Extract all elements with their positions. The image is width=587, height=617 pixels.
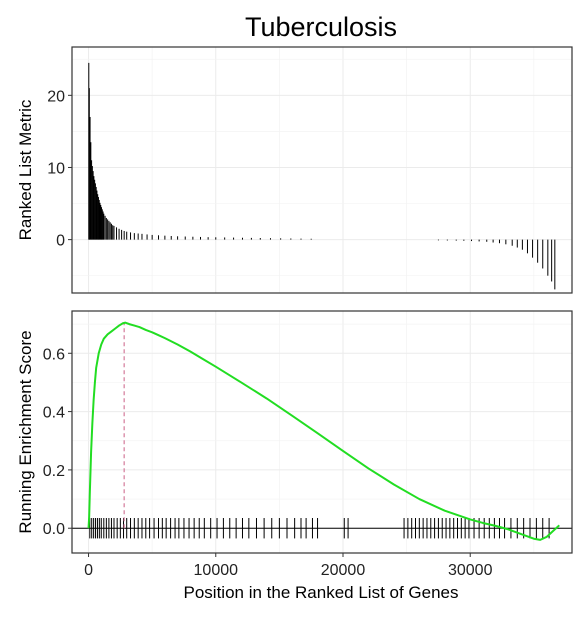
ranked-metric-panel: 0 10 20 Ranked List Metric <box>16 46 573 294</box>
x-axis-label: Position in the Ranked List of Genes <box>184 583 459 602</box>
top-panel-frame <box>71 46 573 294</box>
top-panel-grid <box>72 47 572 293</box>
bottom-panel-grid <box>72 311 572 553</box>
bottom-y-ticks: 0.0 0.2 0.4 0.6 <box>43 346 72 538</box>
bottom-y-axis-label: Running Enrichment Score <box>16 330 35 533</box>
chart-title: Tuberculosis <box>245 12 397 42</box>
x-tick-label: 10000 <box>194 562 239 579</box>
bottom-y-tick-label: 0.2 <box>43 463 65 480</box>
x-tick-label: 30000 <box>448 562 493 579</box>
top-panel-bg <box>72 47 572 293</box>
top-y-tick-label: 20 <box>47 88 65 105</box>
enrichment-score-panel: 0.0 0.2 0.4 0.6 0 10000 20000 30000 Running En… <box>16 310 573 602</box>
top-y-tick-label: 10 <box>47 160 65 177</box>
bottom-y-tick-label: 0.0 <box>43 521 65 538</box>
bottom-y-tick-label: 0.4 <box>43 405 65 422</box>
ranked-metric-bars <box>88 62 556 290</box>
top-y-axis-label: Ranked List Metric <box>16 99 35 240</box>
bottom-y-tick-label: 0.6 <box>43 346 65 363</box>
x-tick-label: 20000 <box>321 562 366 579</box>
bottom-panel-bg <box>72 311 572 553</box>
top-y-tick-label: 0 <box>56 233 65 250</box>
top-y-ticks: 0 10 20 <box>47 88 72 250</box>
running-enrichment-line <box>87 321 560 541</box>
x-tick-label: 0 <box>84 562 93 579</box>
bottom-x-ticks: 0 10000 20000 30000 <box>84 553 493 579</box>
enrichment-lines <box>72 321 572 541</box>
bottom-panel-frame <box>71 310 573 554</box>
